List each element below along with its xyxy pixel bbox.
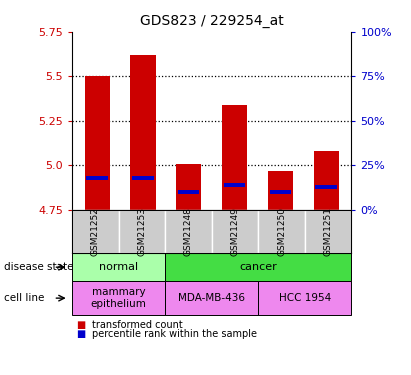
- Bar: [86, 176, 108, 180]
- Bar: [85, 76, 110, 210]
- Bar: [132, 176, 154, 180]
- Text: GSM21253: GSM21253: [137, 207, 146, 256]
- Text: transformed count: transformed count: [92, 320, 182, 330]
- Text: GSM21248: GSM21248: [184, 207, 193, 256]
- Text: HCC 1954: HCC 1954: [279, 293, 331, 303]
- Text: ■: ■: [76, 329, 85, 339]
- Text: percentile rank within the sample: percentile rank within the sample: [92, 329, 256, 339]
- Bar: [222, 105, 247, 210]
- Text: GSM21250: GSM21250: [277, 207, 286, 256]
- Bar: [268, 171, 293, 210]
- Text: mammary
epithelium: mammary epithelium: [90, 287, 146, 309]
- Text: MDA-MB-436: MDA-MB-436: [178, 293, 245, 303]
- Title: GDS823 / 229254_at: GDS823 / 229254_at: [140, 14, 284, 28]
- Text: normal: normal: [99, 262, 138, 272]
- Text: GSM21249: GSM21249: [231, 207, 240, 256]
- Text: ■: ■: [76, 320, 85, 330]
- Bar: [270, 190, 291, 194]
- Bar: [316, 185, 337, 189]
- Bar: [224, 183, 245, 187]
- Bar: [178, 190, 199, 194]
- Text: GSM21252: GSM21252: [91, 207, 100, 256]
- Bar: [314, 151, 339, 210]
- Bar: [130, 55, 155, 210]
- Text: GSM21251: GSM21251: [323, 207, 332, 256]
- Text: cancer: cancer: [239, 262, 277, 272]
- Text: cell line: cell line: [4, 293, 44, 303]
- Bar: [176, 164, 201, 210]
- Text: disease state: disease state: [4, 262, 74, 272]
